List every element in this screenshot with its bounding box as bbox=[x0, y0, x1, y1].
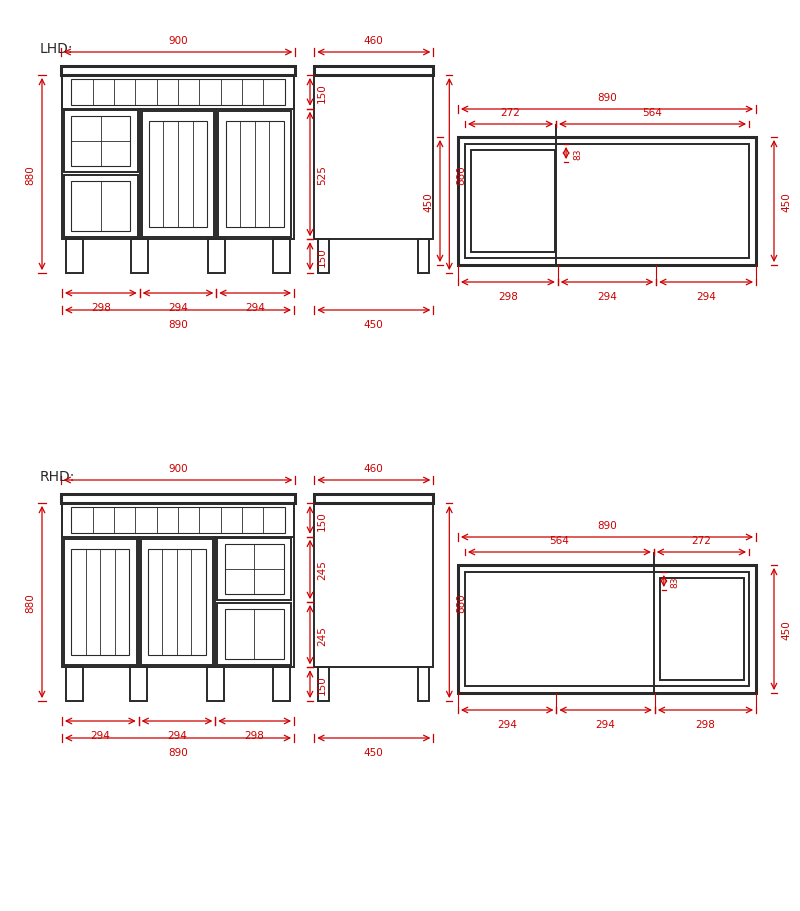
Text: 450: 450 bbox=[781, 619, 791, 640]
Text: 564: 564 bbox=[642, 107, 662, 118]
Text: 450: 450 bbox=[423, 192, 433, 211]
Text: RHD:: RHD: bbox=[40, 469, 75, 484]
Bar bbox=[66, 240, 83, 273]
Text: 150: 150 bbox=[317, 83, 327, 103]
Bar bbox=[318, 668, 330, 701]
Bar bbox=[208, 240, 225, 273]
Bar bbox=[458, 138, 756, 266]
Text: 294: 294 bbox=[246, 302, 265, 312]
Text: 450: 450 bbox=[781, 192, 791, 211]
Text: 890: 890 bbox=[168, 747, 188, 757]
Bar bbox=[64, 539, 137, 666]
Text: 294: 294 bbox=[597, 292, 617, 302]
Bar bbox=[225, 545, 283, 594]
Text: 298: 298 bbox=[498, 292, 518, 302]
Text: 880: 880 bbox=[456, 165, 466, 185]
Bar bbox=[62, 504, 294, 668]
Text: 460: 460 bbox=[364, 464, 384, 474]
Text: 272: 272 bbox=[501, 107, 521, 118]
Bar bbox=[458, 566, 756, 693]
Bar bbox=[149, 122, 207, 228]
Bar bbox=[71, 507, 285, 533]
Text: 83: 83 bbox=[573, 148, 582, 159]
Bar bbox=[660, 578, 744, 681]
Text: 150: 150 bbox=[317, 247, 327, 267]
Text: 900: 900 bbox=[168, 36, 188, 46]
Bar bbox=[418, 240, 430, 273]
Text: 450: 450 bbox=[364, 747, 384, 757]
Bar bbox=[273, 668, 290, 701]
Bar bbox=[226, 122, 284, 228]
Bar bbox=[142, 112, 214, 238]
Text: 245: 245 bbox=[317, 560, 327, 579]
Text: 298: 298 bbox=[91, 302, 110, 312]
Bar bbox=[471, 151, 555, 252]
Text: 150: 150 bbox=[317, 510, 327, 530]
Bar bbox=[66, 668, 83, 701]
Bar bbox=[64, 176, 138, 238]
Text: 298: 298 bbox=[695, 719, 715, 729]
Text: 298: 298 bbox=[245, 731, 265, 740]
Text: 880: 880 bbox=[456, 592, 466, 612]
Text: 245: 245 bbox=[317, 625, 327, 645]
Bar bbox=[314, 67, 434, 76]
Text: 525: 525 bbox=[317, 165, 327, 185]
Text: 450: 450 bbox=[364, 320, 384, 330]
Bar bbox=[148, 549, 206, 655]
Bar bbox=[61, 495, 295, 504]
Bar bbox=[62, 76, 294, 240]
Bar bbox=[465, 145, 749, 259]
Bar bbox=[206, 668, 224, 701]
Text: 564: 564 bbox=[550, 536, 570, 546]
Bar bbox=[64, 110, 138, 173]
Bar bbox=[314, 504, 434, 668]
Bar bbox=[418, 668, 430, 701]
Text: 294: 294 bbox=[167, 731, 187, 740]
Text: 890: 890 bbox=[597, 93, 617, 103]
Text: 150: 150 bbox=[317, 674, 327, 694]
Bar bbox=[62, 504, 294, 537]
Bar bbox=[218, 603, 291, 666]
Text: 272: 272 bbox=[691, 536, 711, 546]
Bar bbox=[61, 67, 295, 76]
Text: 900: 900 bbox=[168, 464, 188, 474]
Bar bbox=[218, 538, 291, 600]
Text: 880: 880 bbox=[25, 592, 35, 612]
Bar bbox=[465, 572, 749, 686]
Text: 460: 460 bbox=[364, 36, 384, 46]
Bar bbox=[71, 182, 130, 231]
Text: 890: 890 bbox=[168, 320, 188, 330]
Text: 294: 294 bbox=[596, 719, 615, 729]
Text: 294: 294 bbox=[498, 719, 517, 729]
Bar bbox=[225, 609, 283, 660]
Bar bbox=[71, 549, 130, 655]
Bar bbox=[218, 112, 291, 238]
Bar bbox=[62, 76, 294, 109]
Text: LHD:: LHD: bbox=[40, 42, 74, 56]
Bar bbox=[318, 240, 330, 273]
Text: 83: 83 bbox=[671, 576, 680, 587]
Text: 294: 294 bbox=[168, 302, 188, 312]
Text: 294: 294 bbox=[90, 731, 110, 740]
Text: 294: 294 bbox=[696, 292, 716, 302]
Bar bbox=[71, 117, 130, 167]
Bar bbox=[273, 240, 290, 273]
Bar bbox=[131, 240, 148, 273]
Bar bbox=[314, 495, 434, 504]
Text: 890: 890 bbox=[597, 520, 617, 530]
Text: 880: 880 bbox=[25, 165, 35, 185]
Bar bbox=[141, 539, 214, 666]
Bar bbox=[314, 76, 434, 240]
Bar bbox=[130, 668, 147, 701]
Bar bbox=[71, 80, 285, 106]
